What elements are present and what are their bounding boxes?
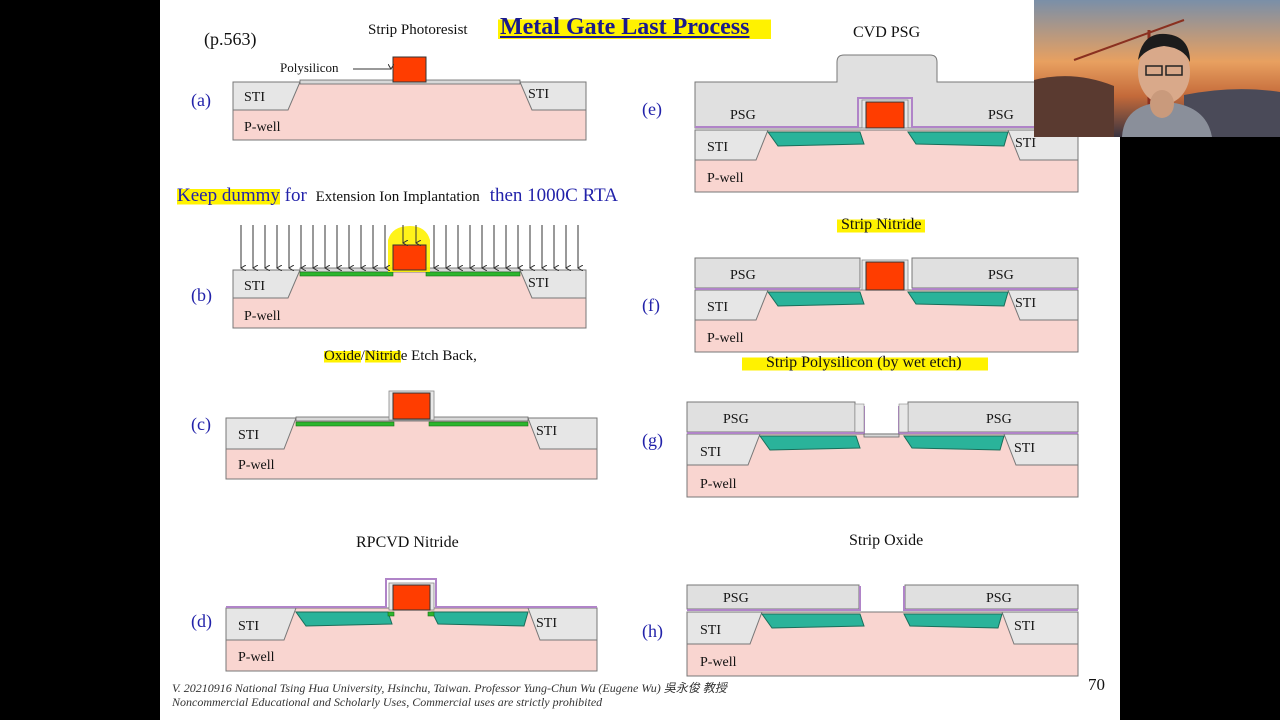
footer-line-1: V. 20210916 National Tsing Hua Universit… [172,681,727,695]
sti-label: STI [707,140,728,155]
psg-label: PSG [988,108,1014,123]
diagram-d: STI STI P-well [225,578,598,672]
pwell-label: P-well [238,650,275,665]
diagram-f: PSG PSG STI STI P-well [694,257,1079,353]
sti-label: STI [528,87,549,102]
diagram-g: PSG PSG STI STI P-well [686,401,1079,498]
diagram-h: PSG PSG STI STI P-well [686,584,1079,677]
diagram-c: STI STI P-well [225,390,598,480]
page-number: 70 [1088,675,1105,694]
caption-slash: / [360,348,365,364]
sti-label: STI [1015,296,1036,311]
step-label-f: (f) [642,295,660,315]
pwell-label: P-well [700,655,737,670]
step-label-e: (e) [642,99,662,119]
caption-strip-photoresist: Strip Photoresist [368,22,468,38]
page-title: Metal Gate Last Process [498,14,772,41]
caption-etch-back-rest: e Etch Back, [400,348,477,364]
sti-label: STI [707,300,728,315]
step-label-b: (b) [191,285,212,305]
sti-label: STI [700,623,721,638]
caption-polysilicon: Polysilicon [280,60,339,75]
caption-oxide: Oxide [324,348,361,364]
footer-line-2: Noncommercial Educational and Scholarly … [172,695,603,709]
diagram-b: STI STI P-well [232,225,587,329]
caption-strip-poly: Strip Polysilicon (by wet etch) [742,354,988,372]
psg-label: PSG [723,591,749,606]
sti-label: STI [536,616,557,631]
pwell-label: P-well [700,477,737,492]
sti-label: STI [1014,441,1035,456]
caption-extension: Extension Ion Implantation [315,189,480,205]
diagram-e: PSG PSG STI STI P-well [694,54,1079,193]
webcam-video [1034,0,1280,137]
pwell-label: P-well [238,458,275,473]
sti-label: STI [1015,136,1036,151]
sti-label: STI [244,279,265,294]
caption-strip-oxide: Strip Oxide [849,532,924,549]
diagram-a: STI STI P-well [232,56,587,141]
psg-label: PSG [723,412,749,427]
pwell-label: P-well [244,309,281,324]
page-ref: (p.563) [204,29,257,49]
pwell-label: P-well [244,120,281,135]
caption-rpcvd: RPCVD Nitride [356,534,459,551]
slide: .pw{fill:#f9d5d0;stroke:#777;stroke-widt… [160,0,1120,720]
caption-keep-dummy-b: for [279,185,312,206]
psg-label: PSG [730,108,756,123]
process-diagrams: .pw{fill:#f9d5d0;stroke:#777;stroke-widt… [225,54,1079,677]
step-label-a: (a) [191,90,211,110]
psg-label: PSG [730,268,756,283]
sti-label: STI [238,428,259,443]
caption-keep-dummy-a: Keep dummy [177,185,280,206]
caption-rta: then 1000C RTA [489,185,618,206]
psg-label: PSG [986,591,1012,606]
caption-cvd-psg: CVD PSG [853,24,921,41]
step-label-g: (g) [642,430,663,450]
step-label-d: (d) [191,611,212,631]
sti-label: STI [528,276,549,291]
sti-label: STI [1014,619,1035,634]
sti-label: STI [238,619,259,634]
psg-label: PSG [986,412,1012,427]
sti-label: STI [700,445,721,460]
pwell-label: P-well [707,331,744,346]
caption-keep-dummy: Keep dummy for Extension Ion Implantatio… [177,185,618,207]
caption-strip-nitride: Strip Nitride [837,216,926,234]
step-label-c: (c) [191,414,211,434]
caption-etch-back: Oxide/Nitride Etch Back, [324,348,477,365]
psg-label: PSG [988,268,1014,283]
caption-nitrid: Nitrid [364,348,401,364]
implant-arrows [241,225,578,268]
sti-label: STI [244,90,265,105]
step-label-h: (h) [642,621,663,641]
pwell-label: P-well [707,171,744,186]
sti-label: STI [536,424,557,439]
